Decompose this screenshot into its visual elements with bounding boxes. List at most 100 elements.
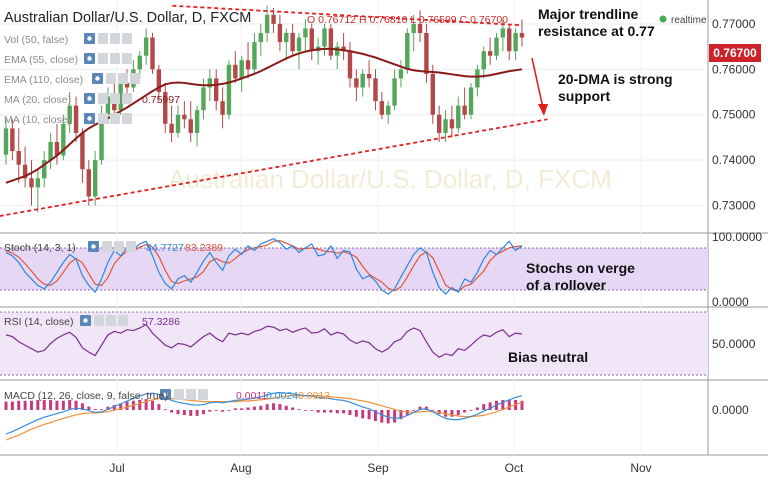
candle-body — [175, 114, 181, 133]
settings-icon-dot — [83, 318, 88, 323]
candle-body — [475, 69, 480, 88]
candle-body — [239, 60, 244, 79]
macd-histogram-bar — [488, 402, 492, 410]
macd-histogram-bar — [29, 400, 33, 410]
candle-body — [73, 105, 79, 133]
macd-histogram-bar — [450, 410, 454, 417]
stoch-axis-top: 100.0000 — [712, 230, 762, 244]
macd-axis-zero: 0.0000 — [712, 403, 749, 417]
macd-histogram-bar — [335, 410, 339, 414]
plus-icon — [118, 73, 128, 84]
candle-body — [284, 32, 289, 43]
macd-histogram-bar — [61, 400, 65, 410]
eye-icon — [98, 33, 108, 44]
time-tick-label: Oct — [505, 461, 524, 475]
macd-histogram-bar — [393, 410, 397, 423]
candle-body — [99, 114, 104, 161]
macd-histogram-bar — [233, 408, 237, 410]
macd-histogram-bar — [49, 399, 53, 410]
candle-body — [86, 169, 92, 197]
legend-vol: Vol (50, false) — [4, 34, 68, 46]
plus-icon — [110, 113, 120, 124]
candle-body — [54, 141, 60, 156]
plus-icon — [110, 93, 120, 104]
realtime-label[interactable]: realtime — [671, 15, 707, 26]
macd-histogram-bar — [431, 410, 435, 411]
macd-histogram-bar — [297, 409, 301, 410]
indicator-axes: 100.0000 0.0000 50.0000 0.0000 — [712, 230, 762, 417]
price-tick-label: 0.76000 — [712, 62, 756, 76]
time-tick-label: Nov — [630, 461, 651, 475]
macd-value: 0.0024 — [266, 390, 298, 402]
legend-ma10: MA (10, close) — [4, 114, 71, 126]
candle-body — [494, 37, 499, 56]
macd-histogram-bar — [195, 410, 199, 416]
candle-body — [182, 114, 187, 120]
macd-histogram-bar — [163, 409, 167, 410]
macd-histogram-bar — [418, 406, 422, 410]
candle-body — [519, 32, 525, 38]
candle-body — [335, 46, 340, 56]
overlays-group — [0, 4, 548, 217]
macd-histogram-bar — [42, 399, 46, 410]
price-tick-label: 0.77000 — [712, 17, 756, 31]
candle-body — [226, 64, 232, 115]
settings-icon-dot — [87, 36, 92, 41]
macd-line — [5, 391, 523, 435]
candle-body — [207, 78, 213, 88]
candle-body — [42, 160, 47, 179]
macd-histogram-bar — [93, 409, 97, 410]
macd-histogram-bar — [125, 401, 129, 410]
macd-signal-line — [5, 395, 523, 441]
eye-icon — [102, 241, 112, 252]
rsi-note: Bias neutral — [508, 349, 588, 365]
close-icon — [118, 315, 128, 326]
rsi-label: RSI (14, close) — [4, 316, 73, 328]
candle-body — [373, 78, 378, 102]
candle-body — [80, 132, 85, 170]
macd-label: MACD (12, 26, close, 9, false, true) — [4, 390, 168, 402]
candle-body — [507, 28, 512, 52]
candle-body — [156, 69, 162, 93]
candles-group — [3, 5, 525, 213]
candle-body — [92, 160, 98, 197]
trendline-note-line2: resistance at 0.77 — [538, 23, 655, 39]
macd-histogram-bar — [342, 410, 346, 414]
macd-histogram-bar — [36, 399, 40, 410]
candle-body — [296, 37, 302, 52]
candle-body — [118, 82, 123, 111]
dma-note-line2: support — [558, 88, 610, 104]
macd-histogram-bar — [456, 410, 460, 416]
candle-body — [449, 119, 455, 129]
price-axis[interactable]: 0.77000 0.76000 0.75000 0.74000 0.73000 — [712, 17, 756, 213]
macd-histogram-bar — [208, 410, 212, 412]
settings-icon-dot — [95, 76, 100, 81]
resistance-trendline — [172, 4, 523, 27]
candle-body — [150, 37, 155, 70]
price-tick-label: 0.75000 — [712, 108, 756, 122]
macd-histogram-bar — [520, 400, 524, 410]
settings-icon-dot — [163, 392, 168, 397]
candle-body — [194, 110, 200, 133]
chart-header: Australian Dollar/U.S. Dollar, D, FXCM O… — [4, 10, 707, 26]
macd-histogram-bar — [100, 409, 104, 410]
macd-histogram-bar — [278, 404, 282, 410]
candle-body — [398, 69, 404, 79]
macd-histogram-bar — [303, 410, 307, 411]
candle-body — [430, 73, 435, 115]
time-axis[interactable]: Jul Aug Sep Oct Nov — [109, 461, 651, 475]
candle-body — [214, 78, 219, 102]
macd-histogram-bar — [316, 410, 320, 413]
plus-icon — [114, 241, 124, 252]
macd-histogram-bar — [265, 404, 269, 410]
indicator-legend: Vol (50, false) EMA (55, close) EMA (110… — [4, 34, 180, 126]
macd-histogram-bar — [475, 407, 479, 410]
dma-note-line1: 20-DMA is strong — [558, 71, 673, 87]
close-icon — [126, 241, 136, 252]
macd-histogram-bar — [106, 406, 110, 410]
macd-histogram-bar — [221, 410, 225, 412]
candle-body — [169, 123, 174, 133]
stoch-axis-bottom: 0.0000 — [712, 295, 749, 309]
candle-body — [252, 42, 257, 70]
